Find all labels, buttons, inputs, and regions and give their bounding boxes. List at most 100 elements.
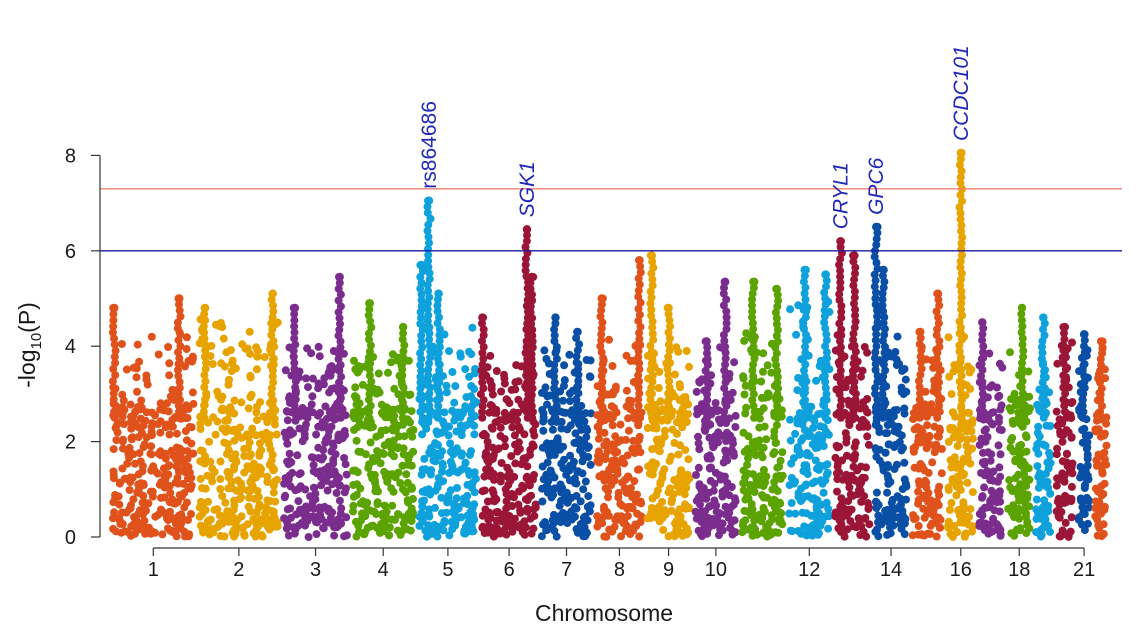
snp-point [636, 413, 644, 422]
snp-point [849, 462, 858, 471]
snp-point [1004, 504, 1013, 513]
snp-point [435, 337, 444, 345]
snp-point [352, 436, 361, 445]
snp-point [508, 502, 517, 510]
snp-point [561, 516, 570, 525]
snp-point [307, 400, 316, 409]
snp-point [742, 329, 751, 338]
snp-point [199, 322, 208, 331]
snp-point [757, 450, 765, 459]
snp-point [956, 173, 965, 182]
snp-point [636, 262, 645, 271]
snp-point [915, 401, 924, 410]
snp-point [601, 455, 610, 463]
snp-point [664, 352, 673, 361]
chromosome-6-points [476, 225, 540, 541]
snp-point [1038, 348, 1047, 357]
snp-point [721, 396, 730, 404]
snp-point [956, 215, 965, 224]
snp-point [479, 354, 488, 363]
snp-point [510, 431, 519, 440]
snp-point [169, 514, 177, 523]
snp-point [341, 460, 350, 469]
x-tick-label: 10 [705, 559, 727, 581]
snp-point [578, 469, 587, 478]
snp-point [646, 341, 655, 350]
snp-point [446, 439, 455, 448]
snp-point [393, 444, 402, 453]
lead-snp-point [335, 272, 344, 282]
snp-point [230, 462, 239, 471]
snp-point [120, 474, 129, 483]
snp-point [500, 370, 508, 379]
snp-point [111, 358, 120, 367]
snp-point [1061, 365, 1070, 374]
snp-point [245, 327, 254, 336]
snp-point [291, 395, 300, 404]
snp-point [510, 472, 519, 481]
snp-point [368, 454, 377, 462]
snp-point [1056, 427, 1065, 436]
snp-point [850, 323, 859, 332]
snp-point [263, 478, 272, 486]
snp-point [835, 260, 844, 269]
snp-point [285, 449, 294, 458]
snp-point [697, 507, 706, 516]
snp-point [1052, 407, 1061, 416]
snp-point [550, 450, 559, 459]
snp-point [762, 472, 771, 481]
snp-point [883, 505, 892, 514]
snp-point [332, 489, 341, 497]
snp-point [228, 356, 237, 365]
snp-point [252, 365, 261, 374]
snp-point [722, 313, 731, 322]
snp-point [486, 466, 495, 475]
snp-point [731, 411, 740, 420]
chromosome-18-points [1004, 303, 1034, 540]
snp-point [501, 442, 509, 451]
snp-point [573, 346, 582, 355]
snp-point [354, 447, 363, 456]
snp-point [981, 519, 990, 528]
snp-point [268, 396, 277, 404]
snp-point [980, 426, 989, 435]
snp-point [718, 491, 727, 500]
snp-point [172, 520, 180, 529]
snp-point [154, 350, 163, 359]
snp-point [434, 372, 443, 381]
snp-point [722, 449, 731, 458]
snp-point [230, 409, 239, 418]
snp-point [434, 348, 443, 357]
snp-point [597, 348, 606, 357]
snp-point [230, 501, 239, 510]
snp-point [361, 528, 369, 537]
snp-point [268, 401, 277, 410]
snp-point [431, 457, 440, 466]
snp-point [552, 407, 560, 416]
snp-point [1041, 505, 1050, 514]
snp-point [418, 502, 427, 511]
snp-point [243, 520, 252, 529]
snp-point [1009, 419, 1018, 428]
snp-point [576, 497, 585, 506]
snp-point [367, 323, 376, 332]
snp-point [546, 523, 555, 532]
snp-point [324, 369, 333, 377]
snp-point [1100, 505, 1109, 514]
snp-point [112, 421, 121, 430]
snp-point [267, 331, 276, 340]
snp-point [521, 266, 530, 275]
snp-point [932, 354, 941, 363]
snp-point [1042, 469, 1050, 478]
snp-point [582, 433, 591, 442]
snp-point [773, 413, 782, 422]
snp-point [1007, 436, 1015, 445]
snp-point [139, 479, 148, 488]
snp-point [151, 528, 159, 537]
snp-point [364, 311, 373, 320]
snp-point [633, 490, 641, 499]
snp-point [773, 390, 782, 399]
snp-point [223, 450, 231, 459]
snp-point [879, 319, 888, 328]
snp-point [216, 475, 225, 484]
